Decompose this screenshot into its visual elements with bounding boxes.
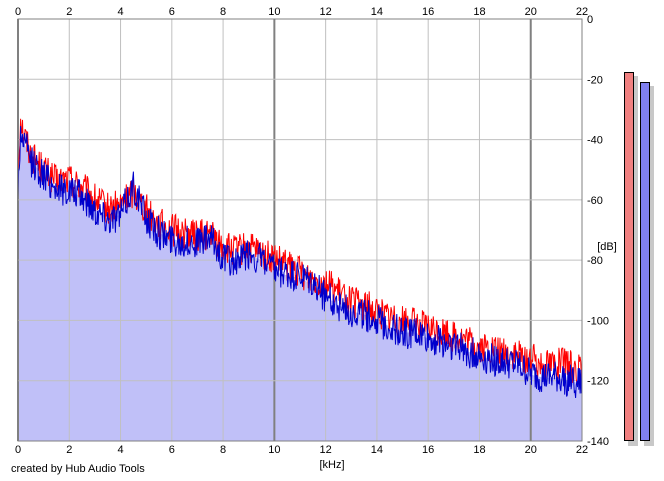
x-axis-label: [kHz] — [319, 459, 344, 471]
x-tick-label-bottom: 18 — [473, 444, 485, 456]
x-tick-label-top: 14 — [371, 6, 383, 18]
x-tick-label-bottom: 0 — [15, 444, 21, 456]
left-level-meter — [624, 72, 634, 441]
x-tick-label-bottom: 20 — [525, 444, 537, 456]
y-tick-label: -20 — [587, 74, 603, 86]
spectrum-fill-area — [18, 133, 582, 442]
x-tick-label-top: 2 — [66, 6, 72, 18]
x-tick-label-top: 0 — [15, 6, 21, 18]
x-tick-label-top: 4 — [117, 6, 123, 18]
x-tick-label-top: 22 — [576, 6, 588, 18]
credit-text: created by Hub Audio Tools — [11, 463, 145, 475]
x-tick-label-bottom: 6 — [169, 444, 175, 456]
right-level-meter — [640, 82, 650, 441]
x-tick-label-top: 18 — [473, 6, 485, 18]
x-tick-label-top: 10 — [268, 6, 280, 18]
x-tick-label-top: 6 — [169, 6, 175, 18]
x-tick-label-bottom: 2 — [66, 444, 72, 456]
y-tick-label: -60 — [587, 195, 603, 207]
x-tick-label-top: 16 — [422, 6, 434, 18]
y-tick-label: -140 — [587, 436, 609, 448]
right-channel-line — [17, 125, 583, 399]
x-tick-label-top: 12 — [320, 6, 332, 18]
x-tick-label-bottom: 4 — [117, 444, 123, 456]
x-tick-label-bottom: 14 — [371, 444, 383, 456]
y-tick-label: 0 — [587, 14, 593, 26]
y-tick-label: -100 — [587, 315, 609, 327]
y-tick-label: -80 — [587, 255, 603, 267]
y-axis-label: [dB] — [597, 241, 617, 253]
x-tick-label-bottom: 10 — [268, 444, 280, 456]
x-tick-label-bottom: 16 — [422, 444, 434, 456]
x-tick-label-bottom: 12 — [320, 444, 332, 456]
y-tick-label: -40 — [587, 135, 603, 147]
plot-frame — [17, 18, 583, 442]
x-tick-label-top: 20 — [525, 6, 537, 18]
x-tick-label-bottom: 8 — [220, 444, 226, 456]
y-tick-label: -120 — [587, 376, 609, 388]
x-tick-label-top: 8 — [220, 6, 226, 18]
x-tick-label-bottom: 22 — [576, 444, 588, 456]
